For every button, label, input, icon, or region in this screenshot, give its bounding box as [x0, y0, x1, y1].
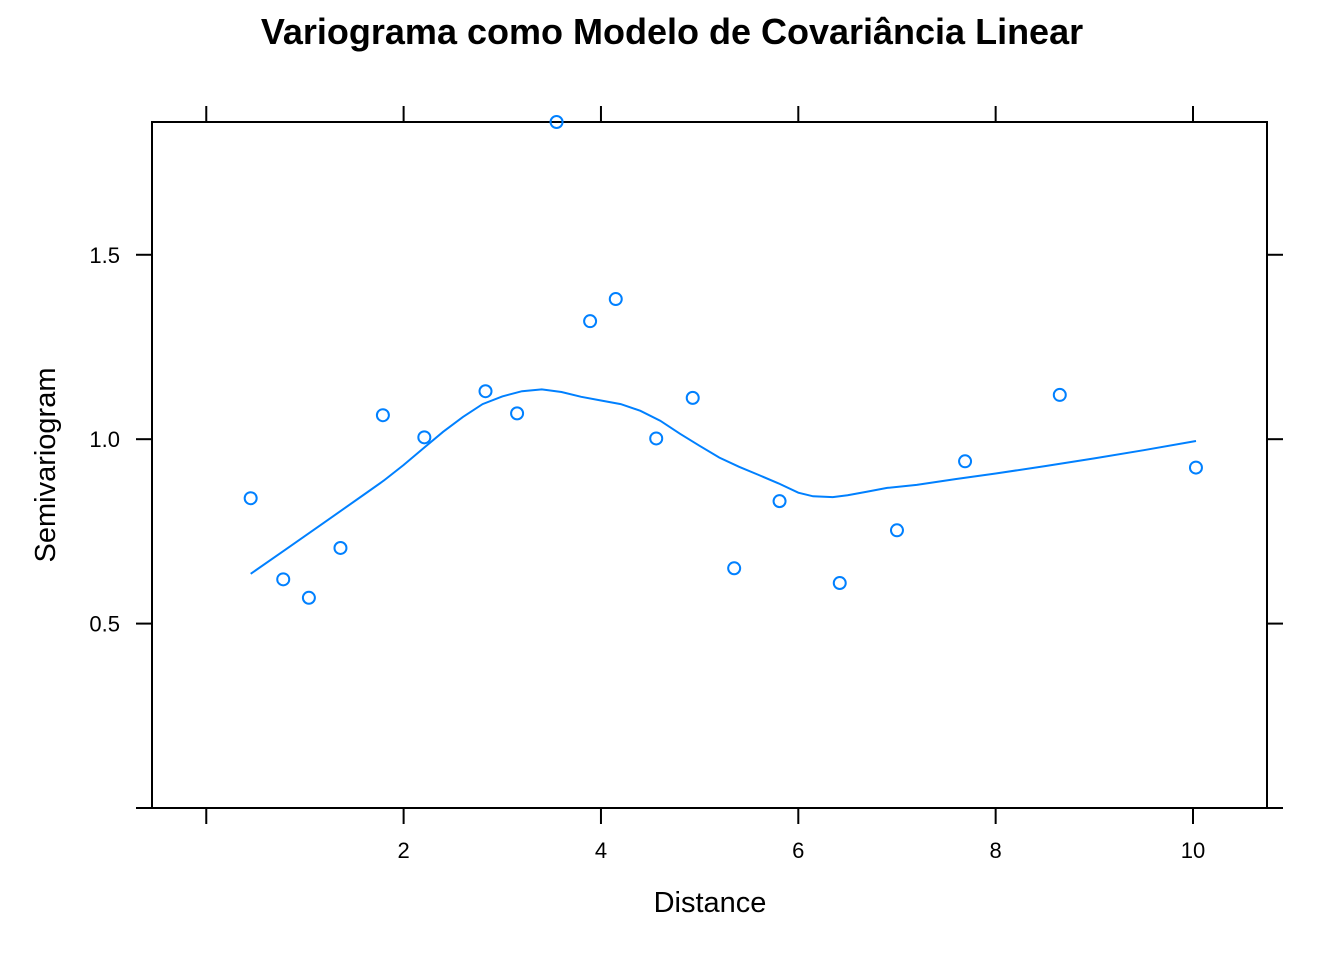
- x-tick-label: 4: [595, 838, 607, 863]
- data-point: [832, 576, 847, 591]
- x-tick-label: 8: [990, 838, 1002, 863]
- data-point: [889, 523, 904, 538]
- data-point: [608, 292, 623, 307]
- x-tick-label: 6: [792, 838, 804, 863]
- data-point: [549, 115, 564, 129]
- plot-frame: [151, 121, 1268, 809]
- y-tick-label: 0.5: [89, 612, 120, 637]
- data-point: [958, 454, 973, 469]
- x-tick-label: 10: [1181, 838, 1205, 863]
- data-point: [772, 494, 787, 509]
- data-point: [685, 390, 700, 405]
- data-point: [375, 408, 390, 423]
- y-axis-label: Semivariogram: [30, 368, 62, 563]
- data-point: [583, 314, 598, 329]
- y-axis-ticks: 0.5 1.0 1.5: [89, 243, 1283, 809]
- data-point: [1052, 387, 1067, 402]
- data-point: [727, 561, 742, 576]
- plot-marks: [243, 115, 1203, 605]
- data-point: [276, 572, 291, 587]
- data-point: [333, 540, 348, 555]
- data-point: [649, 431, 664, 446]
- data-point: [478, 384, 493, 399]
- data-point: [510, 406, 525, 421]
- y-tick-label: 1.0: [89, 427, 120, 452]
- data-point: [1188, 460, 1203, 475]
- data-point: [243, 491, 258, 506]
- x-tick-label: 2: [397, 838, 409, 863]
- data-point: [417, 430, 432, 445]
- x-axis-label: Distance: [654, 887, 767, 919]
- smooth-line: [250, 388, 1197, 575]
- chart-title: Variograma como Modelo de Covariância Li…: [261, 11, 1083, 52]
- x-axis-ticks: 2 4 6 8 10: [205, 106, 1205, 863]
- y-tick-label: 1.5: [89, 243, 120, 268]
- data-point: [301, 590, 316, 605]
